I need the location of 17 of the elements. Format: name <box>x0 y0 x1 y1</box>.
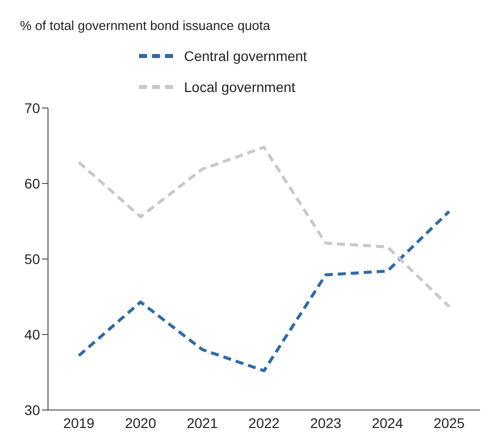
legend-label: Central government <box>184 48 307 64</box>
y-tick-label: 50 <box>24 250 40 267</box>
x-tick-label: 2022 <box>248 414 280 431</box>
line-series <box>77 210 451 372</box>
x-tick-label: 2023 <box>310 414 342 431</box>
x-tick-label: 2025 <box>434 414 465 431</box>
legend-label: Local government <box>184 78 296 94</box>
x-tick-label: 2024 <box>372 414 404 431</box>
y-tick-label: 70 <box>24 100 40 116</box>
y-tick-label: 60 <box>24 175 40 192</box>
y-tick-label: 30 <box>24 402 40 418</box>
x-tick-label: 2020 <box>124 414 156 431</box>
line-series <box>77 146 451 308</box>
text: % of total government bond issuance quota <box>19 17 272 35</box>
y-tick-label: 40 <box>24 326 40 342</box>
x-tick-label: 2021 <box>186 414 218 431</box>
x-tick-label: 2019 <box>63 414 95 431</box>
